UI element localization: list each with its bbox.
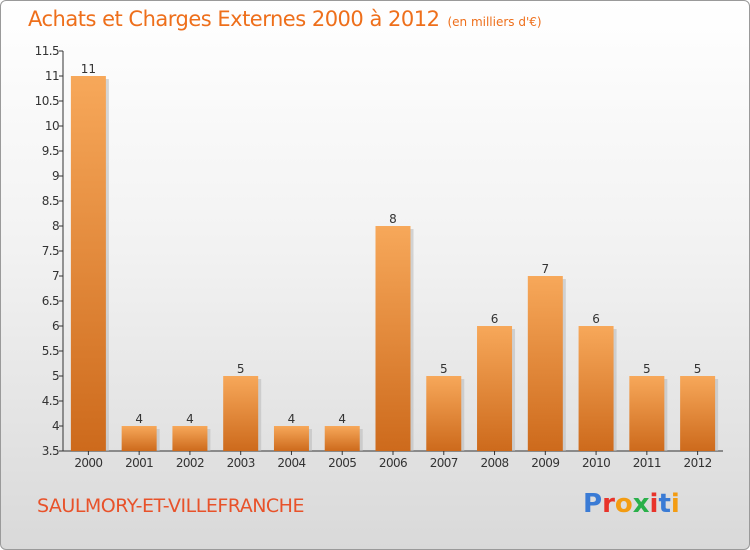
bar (375, 226, 411, 451)
y-tick-label: 6.5 (42, 294, 59, 308)
x-tick-label: 2011 (633, 456, 661, 470)
chart-title: Achats et Charges Externes 2000 à 2012 (e… (28, 7, 542, 31)
x-tick-label: 2004 (277, 456, 305, 470)
bar (629, 376, 665, 451)
bar (527, 276, 563, 451)
y-tick-label: 6 (52, 319, 59, 333)
logo-letter: i (670, 489, 680, 519)
x-tick-label: 2008 (480, 456, 508, 470)
y-tick-label: 10 (45, 119, 59, 133)
bar (578, 326, 614, 451)
data-label: 4 (338, 412, 346, 426)
y-tick-label: 5 (52, 369, 59, 383)
x-tick-label: 2012 (684, 456, 712, 470)
x-tick-label: 2000 (74, 456, 102, 470)
logo-letter: P (583, 489, 603, 519)
x-tick-label: 2005 (328, 456, 356, 470)
x-tick-label: 2010 (582, 456, 610, 470)
x-tick-label: 2009 (531, 456, 559, 470)
y-tick-label: 11 (45, 69, 59, 83)
x-tick-label: 2003 (227, 456, 255, 470)
y-tick-label: 4 (52, 419, 59, 433)
data-label: 11 (81, 62, 96, 76)
bar (172, 426, 208, 451)
data-label: 5 (694, 362, 702, 376)
bar (121, 426, 157, 451)
x-tick-label: 2007 (430, 456, 458, 470)
data-label: 5 (643, 362, 651, 376)
chart-unit: (en milliers d'€) (447, 15, 542, 29)
data-label: 5 (440, 362, 448, 376)
bar (273, 426, 309, 451)
data-label: 4 (186, 412, 194, 426)
logo-letter: t (658, 489, 671, 519)
y-tick-label: 11.5 (35, 44, 59, 58)
logo-letter: i (649, 489, 659, 519)
y-tick-label: 3.5 (42, 444, 59, 458)
bar (426, 376, 462, 451)
logo-letter: o (614, 489, 633, 519)
data-label: 8 (389, 212, 397, 226)
data-label: 7 (541, 262, 549, 276)
y-tick-label: 10.5 (35, 94, 59, 108)
x-tick-label: 2002 (176, 456, 204, 470)
logo-letter: r (602, 489, 615, 519)
data-label: 6 (592, 312, 600, 326)
data-label: 5 (237, 362, 245, 376)
commune-name: SAULMORY-ET-VILLEFRANCHE (37, 495, 304, 517)
proxiti-logo: Proxiti (583, 489, 680, 519)
y-tick-label: 7.5 (42, 244, 59, 258)
y-tick-label: 8 (52, 219, 59, 233)
y-tick-label: 9.5 (42, 144, 59, 158)
y-tick-label: 8.5 (42, 194, 59, 208)
data-label: 6 (491, 312, 499, 326)
bar (477, 326, 513, 451)
bar (223, 376, 259, 451)
bar (680, 376, 716, 451)
data-label: 4 (135, 412, 143, 426)
x-tick-label: 2001 (125, 456, 153, 470)
y-tick-label: 4.5 (42, 394, 59, 408)
chart-title-text: Achats et Charges Externes 2000 à 2012 (28, 7, 440, 31)
y-tick-label: 5.5 (42, 344, 59, 358)
bar (324, 426, 360, 451)
y-tick-label: 7 (52, 269, 59, 283)
y-tick-label: 9 (52, 169, 59, 183)
bar (70, 76, 106, 451)
x-tick-label: 2006 (379, 456, 407, 470)
logo-letter: x (632, 489, 650, 519)
data-label: 4 (288, 412, 296, 426)
